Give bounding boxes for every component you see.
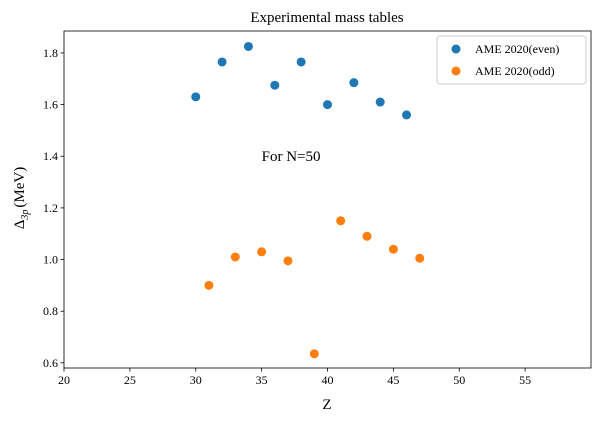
series-odd bbox=[204, 216, 425, 359]
data-point bbox=[204, 280, 214, 290]
x-tick-label: 20 bbox=[58, 373, 70, 387]
chart-title: Experimental mass tables bbox=[250, 10, 403, 26]
data-point bbox=[217, 57, 227, 67]
data-point bbox=[336, 216, 346, 226]
data-point bbox=[243, 41, 253, 51]
data-point bbox=[362, 231, 372, 241]
data-point bbox=[270, 80, 280, 90]
y-tick-label: 1.2 bbox=[43, 201, 58, 215]
legend-marker bbox=[451, 66, 461, 76]
data-point bbox=[257, 247, 267, 257]
data-point bbox=[309, 349, 319, 359]
x-tick-label: 35 bbox=[256, 373, 268, 387]
plot-area: 20 25 30 35 40 45 50 55 0.6 0.8 1.0 1.2 1.4 1.6 1.8 For… bbox=[43, 30, 592, 387]
x-tick-label: 25 bbox=[124, 373, 136, 387]
x-tick-label: 50 bbox=[453, 373, 465, 387]
data-point bbox=[283, 256, 293, 266]
plot-frame bbox=[63, 30, 592, 369]
legend-marker bbox=[451, 44, 461, 54]
x-tick-label: 30 bbox=[190, 373, 202, 387]
data-point bbox=[415, 253, 425, 263]
y-tick-label: 1.4 bbox=[43, 149, 58, 163]
x-tick-label: 55 bbox=[519, 373, 531, 387]
y-tick-label: 0.8 bbox=[43, 304, 58, 318]
data-point bbox=[191, 92, 201, 102]
data-point bbox=[323, 100, 332, 110]
legend-frame bbox=[436, 35, 587, 85]
legend-label: AME 2020(odd) bbox=[475, 64, 555, 78]
y-axis-label-main: Δ bbox=[12, 219, 28, 229]
y-axis-label-unit: (MeV) bbox=[12, 167, 28, 208]
data-point bbox=[375, 97, 385, 107]
y-tick-label: 0.6 bbox=[43, 356, 58, 370]
legend: AME 2020(even) AME 2020(odd) bbox=[436, 35, 587, 85]
y-tick-label: 1.0 bbox=[43, 253, 58, 267]
data-point bbox=[402, 110, 412, 120]
data-point bbox=[296, 57, 306, 67]
x-axis-label: Z bbox=[322, 397, 331, 413]
y-tick-label: 1.6 bbox=[43, 98, 58, 112]
data-point bbox=[388, 244, 398, 254]
data-point bbox=[230, 252, 240, 262]
y-axis-label: Δ3p (MeV) bbox=[12, 167, 31, 229]
y-axis-label-sub: 3p bbox=[20, 210, 31, 221]
y-tick-label: 1.8 bbox=[43, 46, 58, 60]
annotation-text: For N=50 bbox=[262, 149, 321, 165]
series-even bbox=[191, 41, 412, 120]
data-point bbox=[349, 78, 359, 88]
x-tick-label: 45 bbox=[387, 373, 399, 387]
x-tick-label: 40 bbox=[322, 373, 334, 387]
legend-label: AME 2020(even) bbox=[475, 42, 559, 56]
